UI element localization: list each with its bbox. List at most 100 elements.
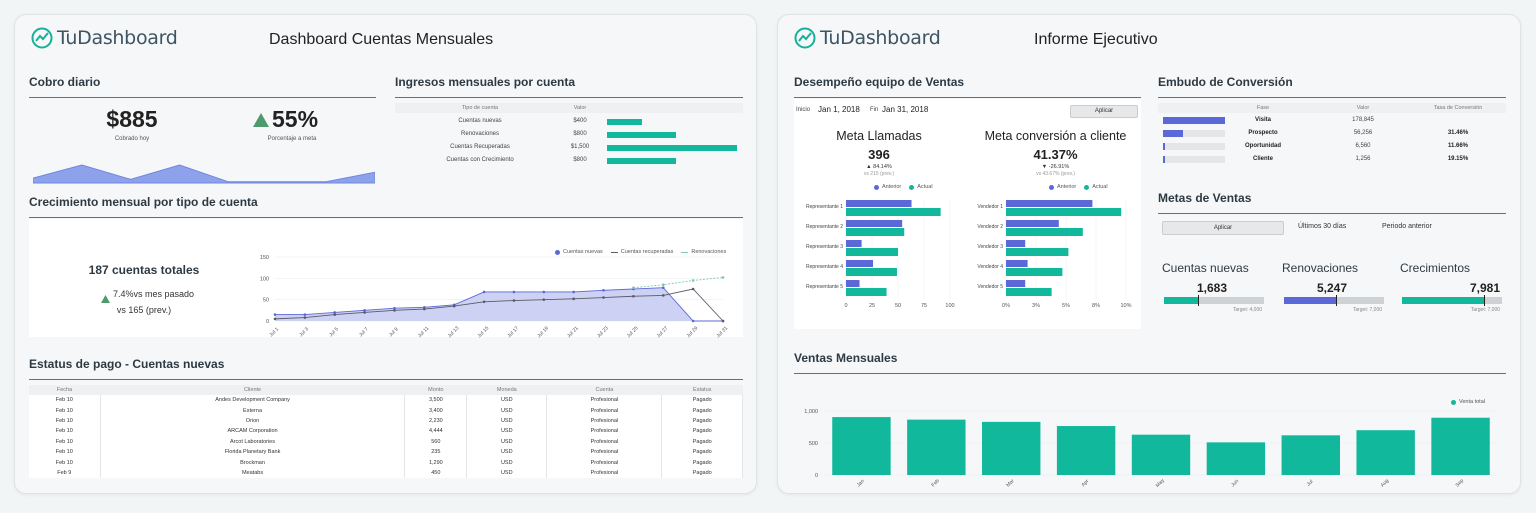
kpi-prev: vs 43.67% (prev.): [1036, 171, 1075, 177]
period-option-previous[interactable]: Periodo anterior: [1382, 223, 1432, 230]
apply-button[interactable]: Aplicar: [1162, 221, 1284, 235]
data-point: [512, 299, 516, 302]
table-cell: 4,444: [404, 426, 468, 437]
table-cell: Pagado: [661, 446, 743, 458]
table-cell: 3,400: [404, 405, 468, 416]
table-cell: Profesional: [546, 395, 663, 406]
divider: [794, 373, 1506, 374]
x-tick-label: 10%: [1120, 303, 1131, 309]
valor-cell: 56,256: [1353, 130, 1373, 136]
table-cell: Orion: [100, 415, 406, 427]
col-header: Cuenta: [546, 385, 662, 395]
table-cell: USD: [466, 436, 548, 447]
tasa-cell: 11.66%: [1447, 143, 1469, 149]
kpi-delta-value: 84.14%: [873, 164, 892, 170]
table-cell: Feb 10: [29, 405, 101, 416]
bar-actual: [846, 268, 897, 276]
col-header: Monto: [404, 385, 467, 395]
data-point: [452, 304, 456, 308]
card-title: Embudo de Conversión: [1158, 75, 1293, 89]
table-cell: ARCAM Corporation: [100, 426, 406, 437]
bar-actual: [1006, 248, 1069, 256]
inicio-label: Inicio: [796, 107, 811, 113]
legend-swatch: [874, 184, 879, 190]
table-row[interactable]: Feb 10 Brockman 1,290 USD Profesional Pagado: [29, 457, 743, 468]
category-label: Representante 1: [806, 204, 843, 210]
tudashboard-logo[interactable]: TuDashboard: [794, 27, 941, 49]
x-tick-label: Jul 23: [596, 325, 610, 339]
bar-anterior: [846, 200, 912, 207]
legend-label: Actual: [1092, 184, 1108, 190]
table-cell: Feb 10: [29, 395, 101, 406]
meta-progress-marker: [1336, 295, 1337, 306]
divider: [1158, 97, 1506, 98]
data-point: [423, 307, 426, 311]
bar-anterior: [1006, 280, 1026, 287]
table-cell: USD: [466, 405, 548, 416]
bar-actual: [1006, 288, 1052, 296]
y-tick-label: 100: [260, 276, 269, 282]
tipo-cell: Cuentas con Crecimiento: [446, 157, 514, 163]
bar-anterior: [846, 280, 860, 287]
kpi-title: Meta Llamadas: [836, 129, 922, 143]
table-cell: Externa: [100, 405, 406, 416]
table-cell: Florida Planetary Bank: [100, 446, 406, 458]
x-tick-label: Apr: [1081, 478, 1091, 488]
category-label: Vendedor 5: [977, 284, 1003, 290]
x-tick-label: Aug: [1380, 478, 1391, 489]
legend-label: Anterior: [882, 184, 902, 190]
table-cell: USD: [466, 395, 548, 406]
col-header: Moneda: [466, 385, 547, 395]
apply-button[interactable]: Aplicar: [1070, 105, 1138, 118]
y-tick-label: 50: [263, 298, 269, 304]
cobro-area-chart: [33, 164, 375, 184]
funnel-bar: [1163, 143, 1166, 150]
bar-anterior: [1006, 220, 1059, 227]
table-cell: 3,500: [404, 395, 468, 406]
table-cell: Pagado: [661, 395, 743, 406]
meta-value: 5,247: [1316, 281, 1348, 295]
x-tick-label: 100: [945, 303, 954, 309]
table-cell: Profesional: [546, 405, 663, 416]
inicio-date[interactable]: Jan 1, 2018: [818, 105, 860, 114]
data-point: [273, 313, 277, 316]
data-point: [661, 283, 665, 287]
divider: [29, 217, 743, 218]
x-tick-label: Jul 1: [268, 326, 280, 338]
table-row[interactable]: Feb 10 Florida Planetary Bank 235 USD Profes…: [29, 446, 743, 458]
divider: [29, 379, 743, 380]
table-row[interactable]: Feb 9 Meatabs 450 USD Profesional Pagado: [29, 467, 743, 479]
fase-cell: Cliente: [1252, 156, 1273, 162]
x-tick-label: 0: [844, 303, 847, 309]
card-title: Ventas Mensuales: [794, 351, 898, 365]
legend-swatch: [1451, 399, 1456, 405]
table-row[interactable]: Feb 10 Orion 2,230 USD Profesional Pagado: [29, 415, 743, 427]
funnel-bar: [1163, 130, 1183, 137]
ingresos-card: Ingresos mensuales por cuenta Tipo de cu…: [395, 69, 743, 187]
category-label: Representante 3: [806, 244, 843, 250]
estatus-card: Estatus de pago - Cuentas nuevas Fecha Cl…: [29, 351, 743, 491]
x-tick-label: Sep: [1455, 478, 1466, 489]
kpi-title: Meta conversión a cliente: [984, 129, 1127, 143]
trend-logo-icon: [794, 27, 816, 49]
fin-date[interactable]: Jan 31, 2018: [882, 105, 929, 114]
tudashboard-logo[interactable]: TuDashboard: [31, 27, 178, 49]
tipo-cell: Cuentas Recuperadas: [450, 144, 510, 150]
valor-cell: $800: [573, 131, 587, 137]
table-row[interactable]: Feb 10 Andes Development Company 3,500 USD P…: [29, 395, 743, 406]
dashboard-cuentas-panel: TuDashboard Dashboard Cuentas Mensuales …: [14, 14, 757, 494]
table-row[interactable]: Feb 10 Arcot Laboratories 560 USD Profesiona…: [29, 436, 743, 447]
meta-progress-fill: [1284, 297, 1336, 304]
data-point: [691, 287, 695, 291]
x-tick-label: 3%: [1032, 303, 1040, 309]
series-line: [275, 287, 723, 322]
table-row[interactable]: Feb 10 Externa 3,400 USD Profesional Pagado: [29, 405, 743, 416]
period-option-last30[interactable]: Últimos 30 días: [1298, 223, 1347, 230]
table-row[interactable]: Feb 10 ARCAM Corporation 4,444 USD Profesion…: [29, 426, 743, 437]
valor-cell: $800: [573, 157, 587, 163]
brand-name: TuDashboard: [57, 27, 178, 49]
table-cell: 1,290: [404, 457, 468, 468]
table-cell: Feb 10: [29, 457, 101, 468]
data-point: [721, 319, 725, 323]
x-tick-label: Jul: [1306, 479, 1315, 488]
